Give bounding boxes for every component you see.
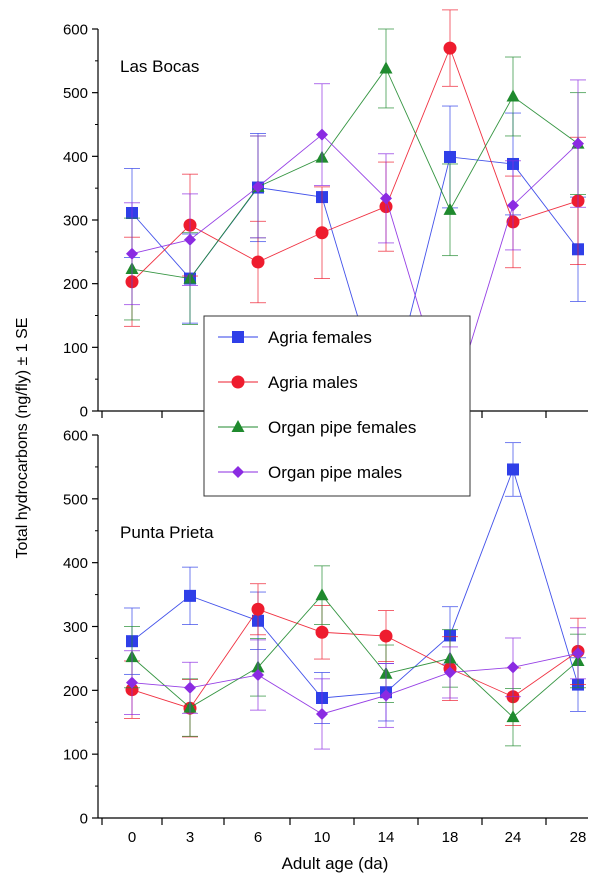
y-tick-label: 200 <box>63 683 88 700</box>
legend-entry-organ-pipe-females: Organ pipe females <box>218 418 416 437</box>
y-tick-label: 400 <box>63 555 88 572</box>
x-tick-label: 14 <box>378 829 395 846</box>
legend-label: Agria females <box>268 328 372 347</box>
data-point <box>252 180 264 193</box>
y-tick-label: 400 <box>63 149 88 166</box>
data-point <box>443 202 457 215</box>
series-organ-pipe-males <box>124 627 586 750</box>
panel-title: Punta Prieta <box>120 523 214 542</box>
series-line <box>131 134 579 413</box>
data-point <box>126 676 138 689</box>
series-organ-pipe-males <box>124 79 586 417</box>
y-axis-label: Total hydrocarbons (ng/fly) ± 1 SE <box>14 318 31 559</box>
data-point <box>316 128 328 141</box>
legend-marker <box>231 375 245 389</box>
data-point <box>184 233 196 246</box>
y-tick-label: 200 <box>63 276 88 293</box>
y-tick-label: 0 <box>80 811 88 828</box>
x-tick-label: 3 <box>186 829 194 846</box>
legend-label: Organ pipe males <box>268 463 402 482</box>
data-point <box>507 661 519 674</box>
data-point <box>379 61 393 74</box>
data-point <box>507 199 519 212</box>
legend-marker <box>232 466 244 478</box>
data-point <box>379 629 393 643</box>
data-point <box>252 669 264 682</box>
y-tick-label: 100 <box>63 340 88 357</box>
x-axis-label: Adult age (da) <box>282 854 389 873</box>
y-tick-label: 300 <box>63 619 88 636</box>
y-tick-label: 100 <box>63 747 88 764</box>
data-point <box>572 647 584 660</box>
data-point <box>443 41 457 55</box>
data-point <box>507 463 519 476</box>
x-tick-label: 6 <box>254 829 262 846</box>
x-tick-label: 28 <box>570 829 587 846</box>
panel-title: Las Bocas <box>120 57 199 76</box>
data-point <box>315 625 329 639</box>
y-tick-label: 600 <box>63 22 88 39</box>
data-point <box>316 707 328 720</box>
legend-box <box>203 315 471 497</box>
data-point <box>184 681 196 694</box>
y-tick-label: 500 <box>63 491 88 508</box>
series-line <box>131 594 579 718</box>
legend-marker <box>231 420 245 432</box>
data-point <box>380 689 392 702</box>
legend-marker <box>232 331 244 343</box>
data-point <box>126 247 138 260</box>
data-point <box>315 226 329 240</box>
legend-entry-agria-males: Agria males <box>218 373 358 392</box>
data-point <box>506 89 520 102</box>
data-point <box>572 137 584 150</box>
data-point <box>506 710 520 723</box>
data-point <box>251 255 265 269</box>
x-tick-label: 10 <box>314 829 331 846</box>
legend-label: Agria males <box>268 373 358 392</box>
data-point <box>444 150 456 163</box>
y-tick-label: 500 <box>63 85 88 102</box>
legend: Agria females Agria males Organ pipe femal… <box>203 315 471 497</box>
y-tick-label: 600 <box>63 428 88 445</box>
series-organ-pipe-females <box>124 28 586 325</box>
legend-label: Organ pipe females <box>268 418 416 437</box>
panel-punta-prieta: 0 100 200 300 400 500 600 0 3 6 10 14 18 24 28 Punta Pr… <box>63 428 588 846</box>
data-point <box>444 666 456 679</box>
series-line <box>131 652 579 715</box>
series-line <box>131 468 579 699</box>
y-tick-label: 300 <box>63 213 88 230</box>
x-tick-label: 18 <box>442 829 459 846</box>
y-tick-label: 0 <box>80 404 88 421</box>
data-point <box>380 192 392 205</box>
data-point <box>184 589 196 602</box>
panel-las-bocas: 0 100 200 300 400 500 600 Las Bocas <box>63 9 588 421</box>
x-tick-label: 24 <box>505 829 522 846</box>
data-point <box>315 588 329 601</box>
series-line <box>131 67 579 280</box>
x-tick-label: 0 <box>128 829 136 846</box>
legend-entry-agria-females: Agria females <box>218 328 372 347</box>
legend-entry-organ-pipe-males: Organ pipe males <box>218 463 402 482</box>
data-point <box>251 602 265 616</box>
